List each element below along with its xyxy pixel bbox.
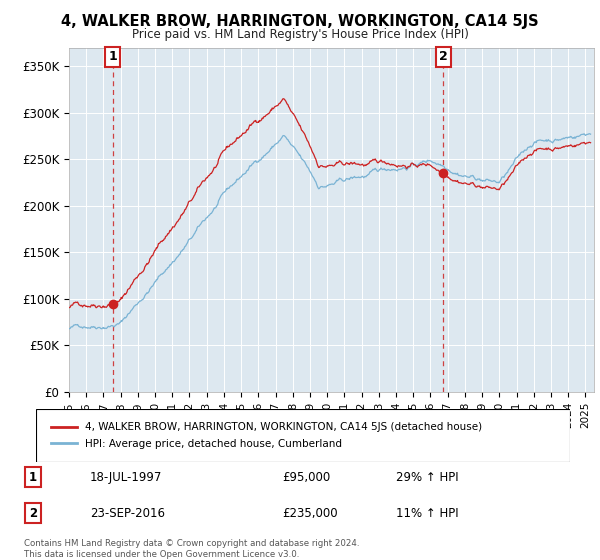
- Text: 23-SEP-2016: 23-SEP-2016: [90, 507, 165, 520]
- Text: 2: 2: [439, 50, 448, 63]
- Text: 1: 1: [109, 50, 117, 63]
- Legend: 4, WALKER BROW, HARRINGTON, WORKINGTON, CA14 5JS (detached house), HPI: Average : 4, WALKER BROW, HARRINGTON, WORKINGTON, …: [47, 418, 487, 452]
- Text: £95,000: £95,000: [282, 470, 330, 484]
- Text: 29% ↑ HPI: 29% ↑ HPI: [396, 470, 458, 484]
- Text: 18-JUL-1997: 18-JUL-1997: [90, 470, 163, 484]
- Text: 1: 1: [29, 470, 37, 484]
- Text: 4, WALKER BROW, HARRINGTON, WORKINGTON, CA14 5JS: 4, WALKER BROW, HARRINGTON, WORKINGTON, …: [61, 14, 539, 29]
- Text: £235,000: £235,000: [282, 507, 338, 520]
- Text: Contains HM Land Registry data © Crown copyright and database right 2024.
This d: Contains HM Land Registry data © Crown c…: [24, 539, 359, 559]
- Text: 2: 2: [29, 507, 37, 520]
- Text: Price paid vs. HM Land Registry's House Price Index (HPI): Price paid vs. HM Land Registry's House …: [131, 28, 469, 41]
- Text: 11% ↑ HPI: 11% ↑ HPI: [396, 507, 458, 520]
